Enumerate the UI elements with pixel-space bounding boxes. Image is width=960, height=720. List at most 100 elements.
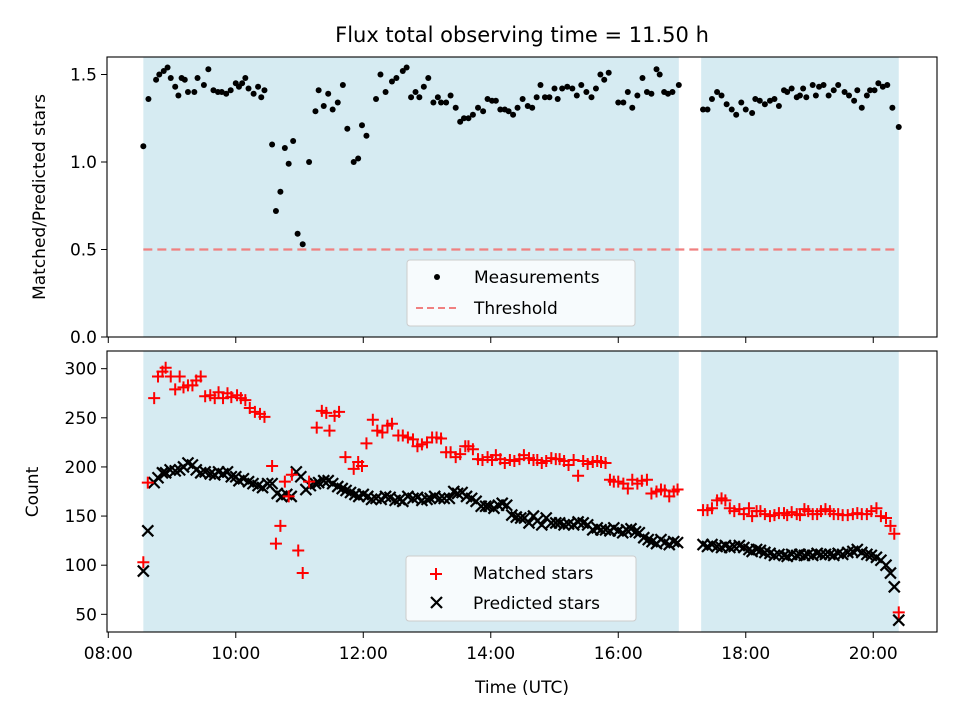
measurement-point	[742, 106, 749, 113]
matched-star-point	[385, 417, 398, 430]
measurement-point	[601, 76, 608, 83]
measurement-point	[239, 80, 246, 87]
predicted-star-point	[514, 511, 528, 525]
matched-star-point	[360, 437, 373, 450]
measurement-point	[156, 71, 163, 78]
count-panel: 50 100 150 200 250 300 08:00 10:00 12:00 14:00 16…	[23, 350, 938, 698]
predicted-star-point	[667, 535, 680, 548]
matched-star-point	[737, 508, 750, 521]
matched-star-point	[333, 405, 346, 418]
predicted-star-point	[265, 477, 279, 490]
matched-star-point	[320, 406, 333, 419]
x-axis-ticks-top	[107, 337, 874, 343]
measurement-point	[889, 104, 896, 111]
measurement-point	[564, 83, 571, 90]
measurement-point	[399, 68, 406, 74]
measurement-point	[339, 82, 346, 88]
matched-star-point	[415, 438, 428, 451]
measurement-point	[416, 94, 423, 101]
measurement-point	[438, 99, 445, 106]
x-tick-label: 20:00	[849, 644, 898, 664]
legend-box	[406, 259, 636, 327]
measurement-point	[325, 90, 332, 97]
measurement-point	[258, 94, 265, 101]
y-tick-label: 0.5	[70, 241, 97, 261]
measurement-point	[358, 122, 365, 129]
matched-star-point	[742, 502, 755, 515]
measurement-point	[290, 138, 297, 144]
y-tick-label: 1.0	[70, 153, 97, 173]
matched-star-point	[323, 424, 336, 437]
predicted-star-point	[420, 493, 434, 506]
matched-star-point	[347, 462, 360, 475]
measurement-point	[846, 92, 853, 99]
predicted-star-point	[629, 525, 642, 539]
matched-star-point	[865, 505, 878, 518]
measurement-point	[669, 89, 676, 95]
matched-star-point	[248, 405, 261, 418]
matched-star-point	[401, 431, 414, 444]
measurement-point	[403, 64, 410, 71]
measurement-point	[771, 96, 778, 102]
y-tick-label: 250	[65, 409, 97, 429]
legend-label-predicted: Predicted stars	[473, 594, 600, 614]
measurement-point	[756, 97, 763, 104]
predicted-star-point	[437, 492, 451, 505]
predicted-star-point	[451, 487, 464, 500]
measurement-point	[784, 89, 791, 95]
measurement-point	[529, 104, 536, 111]
predicted-star-point	[768, 549, 781, 562]
shaded-interval	[701, 351, 899, 632]
measurement-point	[373, 96, 380, 102]
y-tick-label: 1.5	[70, 66, 97, 86]
predicted-star-point	[261, 477, 274, 490]
legend-label-matched: Matched stars	[473, 564, 593, 584]
matched-star-point	[376, 426, 389, 439]
measurement-point	[656, 71, 663, 78]
matched-star-point	[612, 475, 625, 488]
y-tick-label: 50	[75, 605, 97, 625]
matched-star-point	[785, 506, 798, 519]
measurement-point	[452, 104, 459, 111]
measurement-point	[597, 71, 604, 78]
matched-star-point	[137, 556, 150, 569]
measurement-point	[809, 82, 816, 88]
predicted-star-point	[750, 543, 763, 556]
predicted-star-point	[557, 518, 571, 532]
y-axis-ticks-top: 0.0 0.5 1.0 1.5	[70, 66, 107, 348]
measurement-point	[250, 90, 257, 97]
measurement-point	[227, 87, 234, 94]
measurement-point	[733, 111, 740, 118]
matched-star-point	[266, 459, 279, 472]
measurement-point	[412, 89, 419, 95]
predicted-star-point	[500, 498, 513, 512]
measurement-point	[306, 159, 313, 165]
measurement-point	[425, 75, 432, 81]
measurement-point	[312, 108, 319, 115]
predicted-star-point	[317, 474, 331, 487]
measurement-point	[704, 106, 711, 113]
matched-star-point	[572, 469, 585, 482]
matched-star-point	[258, 410, 271, 423]
predicted-star-point	[860, 548, 874, 561]
x-axis-label: Time (UTC)	[474, 678, 569, 698]
matched-star-point	[194, 370, 207, 383]
measurement-point	[281, 145, 288, 151]
predicted-star-point	[365, 493, 378, 506]
measurement-point	[223, 90, 230, 97]
measurement-point	[460, 115, 467, 122]
measurement-point	[194, 75, 201, 81]
measurement-point	[653, 66, 660, 73]
measurement-point	[492, 97, 499, 104]
matched-star-point	[454, 448, 467, 461]
y-axis-ticks-bottom: 50 100 150 200 250 300	[65, 360, 107, 625]
measurement-point	[299, 241, 306, 248]
predicted-star-point	[294, 470, 308, 484]
measurement-point	[475, 104, 482, 111]
measurement-point	[648, 90, 655, 97]
predicted-star-point	[535, 518, 549, 532]
matched-star-point	[671, 483, 684, 496]
measurement-point	[408, 94, 415, 101]
measurement-point	[841, 89, 848, 95]
